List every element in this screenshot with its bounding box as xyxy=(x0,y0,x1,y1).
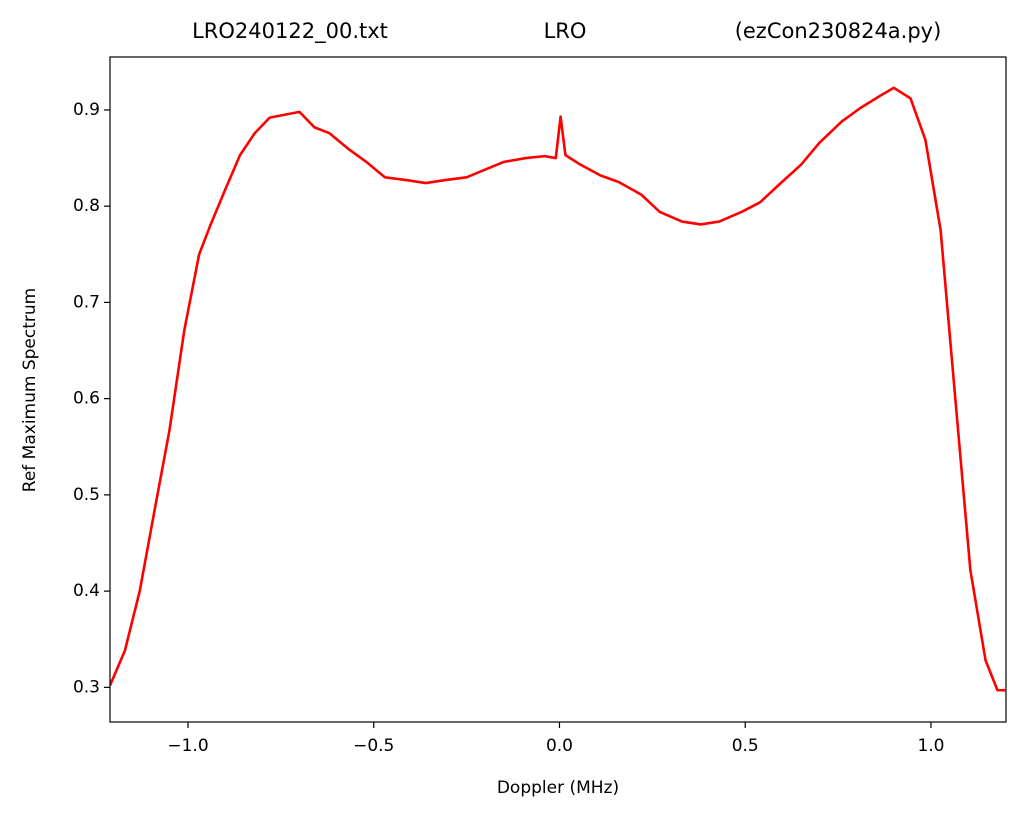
y-axis-label: Ref Maximum Spectrum xyxy=(20,288,40,492)
y-tick-label: 0.3 xyxy=(73,677,100,697)
y-tick-label: 0.5 xyxy=(73,485,100,505)
chart-title-left: LRO240122_00.txt xyxy=(192,19,388,44)
y-tick-label: 0.4 xyxy=(73,581,100,601)
y-tick-label: 0.9 xyxy=(73,100,100,120)
x-tick-label: 0.5 xyxy=(732,736,759,756)
x-tick-label: 1.0 xyxy=(917,736,944,756)
x-tick-label: −0.5 xyxy=(353,736,394,756)
chart-title-right: (ezCon230824a.py) xyxy=(735,19,942,43)
y-tick-label: 0.8 xyxy=(73,196,100,216)
y-tick-label: 0.7 xyxy=(73,292,100,312)
plot-frame xyxy=(109,56,1007,723)
x-axis-label: Doppler (MHz) xyxy=(497,778,619,798)
data-line xyxy=(110,86,1006,692)
x-tick-label: 0.0 xyxy=(546,736,573,756)
x-tick-label: −1.0 xyxy=(167,736,208,756)
chart-title: LRO xyxy=(544,19,587,43)
y-tick-label: 0.6 xyxy=(73,389,100,409)
